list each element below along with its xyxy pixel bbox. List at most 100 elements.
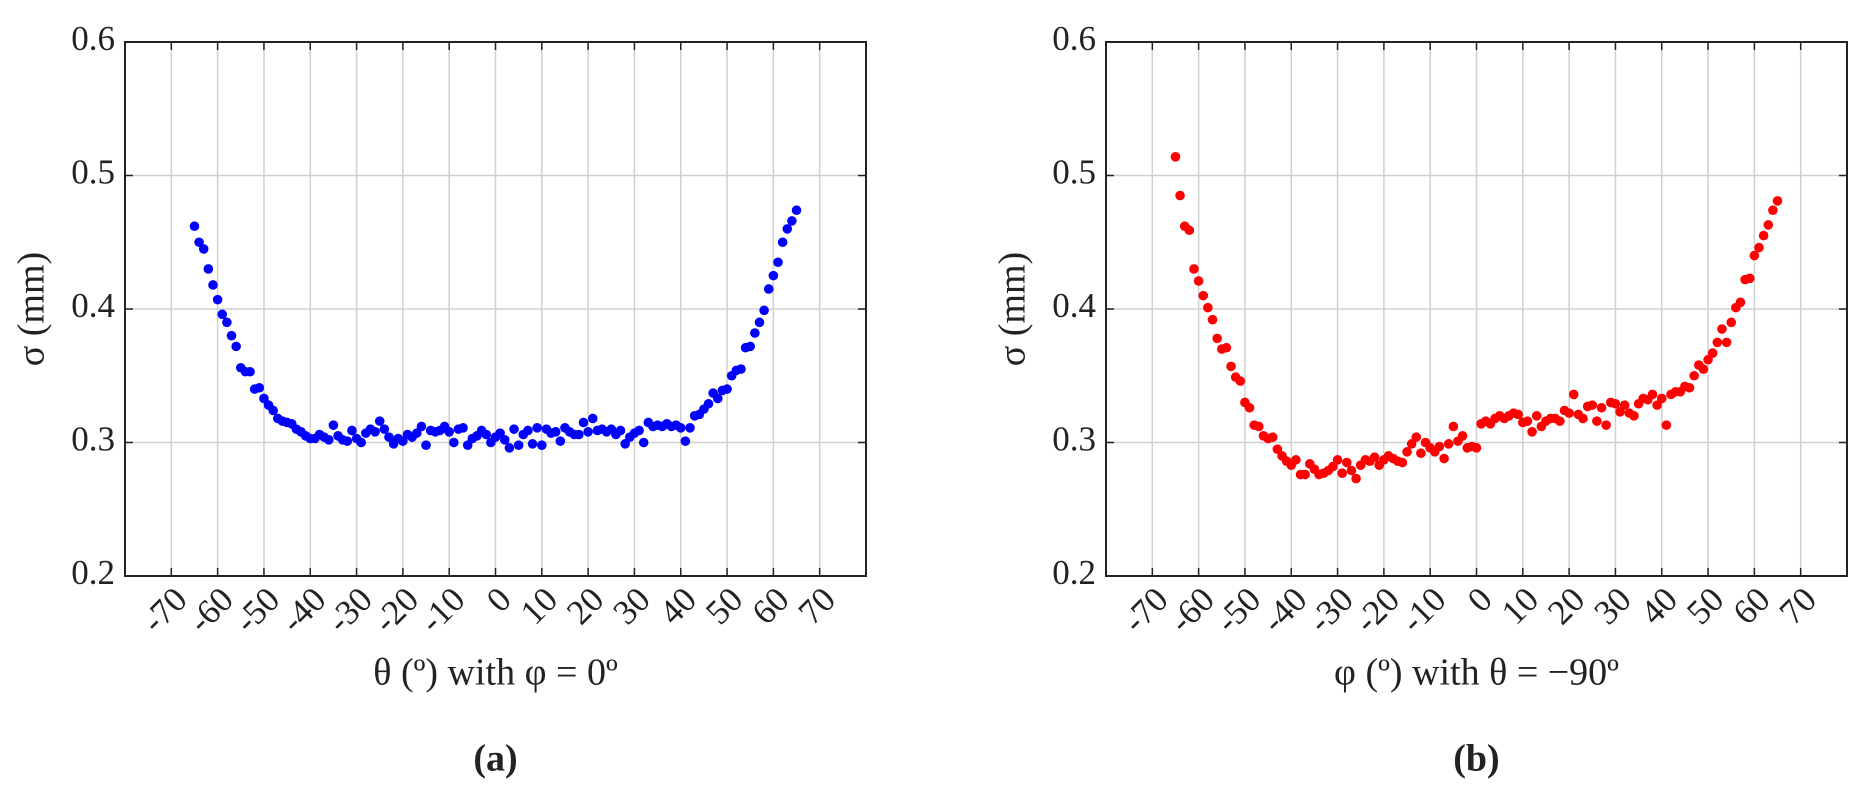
point: [574, 429, 584, 440]
x-tick-label: 30: [605, 580, 657, 632]
point: [1406, 439, 1417, 449]
point: [458, 423, 468, 433]
point: [189, 221, 200, 232]
point: [1647, 389, 1658, 400]
x-axis-title: φ (º) with θ = −90º: [1334, 652, 1619, 694]
point: [495, 428, 505, 438]
point: [537, 440, 547, 450]
point: [1272, 444, 1283, 454]
point: [444, 427, 454, 437]
x-tick-label: 40: [652, 580, 704, 632]
point: [245, 366, 255, 377]
point: [323, 435, 334, 445]
point: [532, 423, 542, 433]
point: [750, 328, 760, 338]
y-tick-label: 0.6: [71, 19, 115, 58]
point: [462, 440, 473, 450]
chart: -70-60-50-40-30-20-10 0102030405060700.20…: [992, 19, 1848, 780]
y-tick-label: 0.2: [71, 553, 115, 592]
point: [1684, 382, 1695, 393]
point: [1555, 416, 1565, 426]
x-tick-label: 10: [513, 580, 565, 632]
point: [416, 421, 427, 432]
point: [1342, 457, 1352, 468]
point: [481, 429, 492, 440]
point: [787, 216, 797, 226]
point: [1416, 448, 1426, 458]
y-tick-label: 0.3: [1052, 420, 1096, 459]
point: [1726, 317, 1737, 328]
point: [374, 416, 385, 426]
y-tick-label: 0.4: [71, 286, 115, 325]
point: [1703, 354, 1713, 365]
point: [773, 257, 783, 268]
y-tick-label: 0.2: [1052, 553, 1096, 592]
point: [1328, 461, 1338, 472]
x-tick-label: 60: [1725, 580, 1777, 632]
y-tick-label: 0.4: [1052, 286, 1096, 325]
point: [1402, 447, 1412, 457]
point: [1763, 220, 1774, 230]
point: [615, 425, 626, 436]
point: [1397, 457, 1408, 468]
point: [342, 436, 353, 446]
x-tick-label: 0: [479, 580, 519, 620]
point: [421, 440, 431, 450]
x-tick-label: 70: [1772, 580, 1824, 632]
point: [1351, 473, 1361, 484]
point: [1531, 411, 1542, 421]
point: [1698, 364, 1709, 374]
x-tick-label: 30: [1586, 580, 1638, 632]
point: [1434, 441, 1445, 452]
point: [1758, 230, 1769, 241]
point: [745, 341, 756, 352]
point: [1439, 453, 1449, 464]
point: [634, 425, 644, 436]
point: [1610, 398, 1621, 409]
point: [1744, 273, 1755, 284]
point: [398, 436, 408, 446]
point: [1592, 416, 1602, 426]
point: [1721, 337, 1732, 348]
x-tick-label: 50: [698, 580, 750, 632]
point: [736, 364, 746, 374]
y-tick-label: 0.5: [71, 153, 115, 192]
point: [1244, 402, 1255, 413]
point: [1332, 455, 1343, 465]
point: [791, 205, 802, 216]
point: [254, 382, 265, 393]
point: [1175, 190, 1185, 201]
x-tick-label: 20: [559, 580, 611, 632]
point: [1754, 242, 1764, 253]
x-tick-label: 50: [1679, 580, 1731, 632]
point: [754, 317, 765, 328]
point: [212, 294, 223, 305]
point: [1712, 337, 1723, 348]
point: [1527, 427, 1537, 437]
point: [1601, 420, 1611, 430]
point: [1652, 400, 1662, 410]
point: [509, 424, 519, 434]
point: [1189, 264, 1199, 274]
point: [1207, 314, 1218, 325]
point: [1337, 468, 1347, 479]
panel-label: (b): [1453, 738, 1499, 780]
point: [504, 443, 515, 453]
point: [1300, 469, 1310, 480]
point: [370, 427, 380, 437]
point: [1772, 196, 1783, 206]
point: [1203, 302, 1213, 313]
y-tick-label: 0.3: [71, 420, 115, 459]
point: [587, 413, 598, 424]
point: [513, 440, 524, 450]
point: [763, 284, 774, 294]
point: [1629, 411, 1639, 421]
x-tick-label: 70: [791, 580, 843, 632]
point: [1170, 152, 1181, 162]
point: [527, 439, 538, 449]
point: [1411, 432, 1422, 442]
point: [1226, 361, 1236, 372]
point: [1717, 324, 1727, 334]
point: [703, 398, 714, 409]
point: [1768, 205, 1778, 216]
